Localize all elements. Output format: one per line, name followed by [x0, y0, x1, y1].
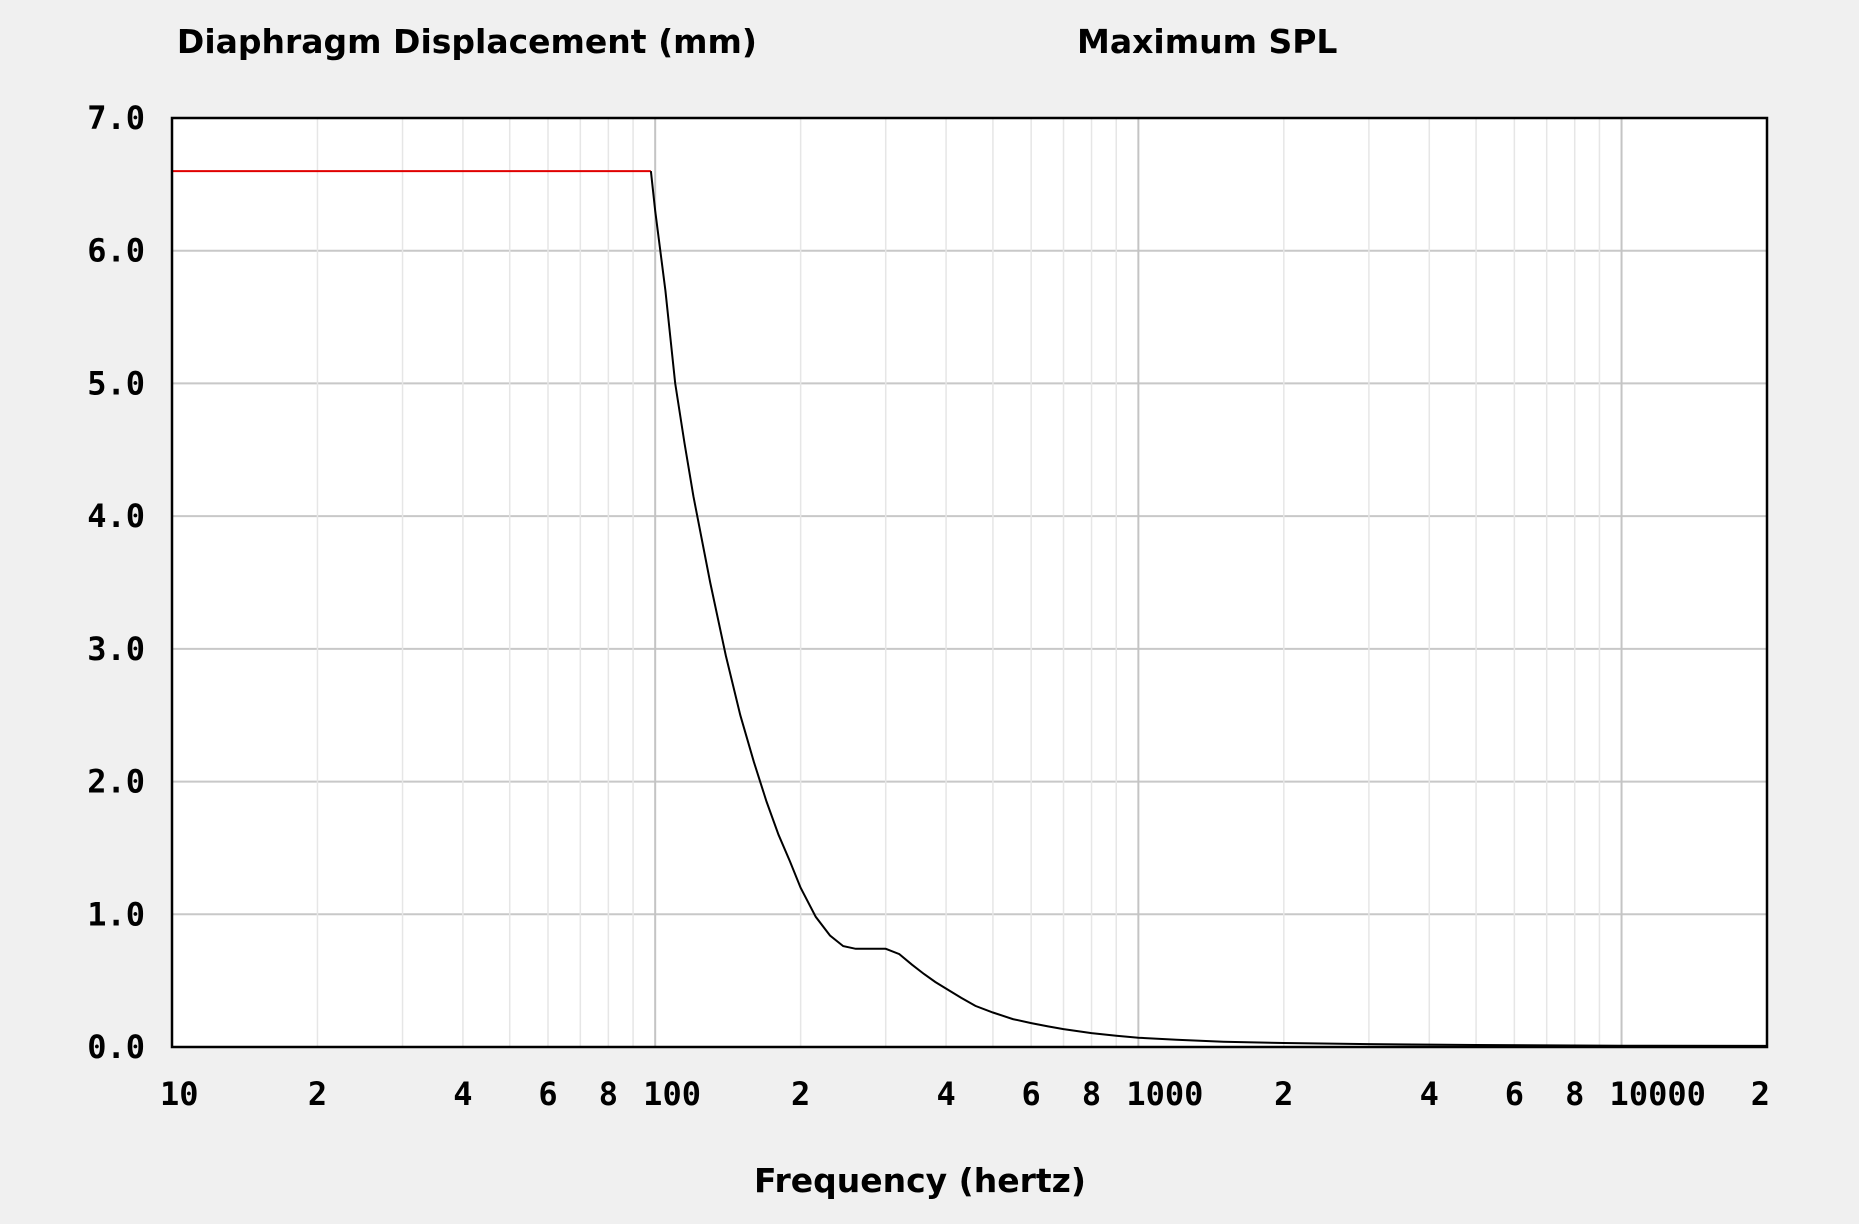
x-tick-label: 1000 — [1126, 1075, 1203, 1113]
y-tick-label: 5.0 — [87, 364, 145, 402]
x-tick-label: 100 — [643, 1075, 701, 1113]
x-tick-label: 8 — [599, 1075, 618, 1113]
x-tick-label: 6 — [1505, 1075, 1524, 1113]
y-tick-label: 1.0 — [87, 895, 145, 933]
chart-title: Diaphragm Displacement (mm) — [177, 22, 757, 61]
x-tick-label: 10000 — [1610, 1075, 1706, 1113]
x-tick-label: 6 — [1022, 1075, 1041, 1113]
x-tick-label: 2 — [308, 1075, 327, 1113]
chart-subtitle: Maximum SPL — [1077, 22, 1337, 61]
x-tick-label: 2 — [1751, 1075, 1770, 1113]
x-axis-ticks: 10 2 4 6 8 100 2 4 6 8 1000 2 4 6 8 10000 2 — [160, 1075, 1770, 1113]
y-tick-label: 6.0 — [87, 232, 145, 270]
series-line-2 — [649, 170, 1768, 1047]
y-tick-label: 7.0 — [87, 99, 145, 137]
x-tick-label: 4 — [936, 1075, 955, 1113]
y-tick-label: 0.0 — [87, 1028, 145, 1066]
x-tick-label: 4 — [453, 1075, 472, 1113]
y-tick-label: 4.0 — [87, 497, 145, 535]
grid-lines — [172, 118, 1767, 1047]
x-axis-label: Frequency (hertz) — [754, 1161, 1086, 1200]
x-tick-label: 10 — [160, 1075, 199, 1113]
x-tick-label: 2 — [791, 1075, 810, 1113]
x-tick-label: 8 — [1082, 1075, 1101, 1113]
data-series — [172, 170, 1768, 1047]
y-axis-ticks: 0.0 1.0 2.0 3.0 4.0 5.0 6.0 7.0 — [87, 99, 145, 1066]
y-tick-label: 2.0 — [87, 763, 145, 801]
y-tick-label: 3.0 — [87, 630, 145, 668]
x-tick-label: 4 — [1420, 1075, 1439, 1113]
x-tick-label: 6 — [538, 1075, 557, 1113]
x-tick-label: 2 — [1274, 1075, 1293, 1113]
plot-area — [172, 118, 1767, 1047]
x-tick-label: 8 — [1565, 1075, 1584, 1113]
plot-frame — [170, 116, 1769, 1049]
